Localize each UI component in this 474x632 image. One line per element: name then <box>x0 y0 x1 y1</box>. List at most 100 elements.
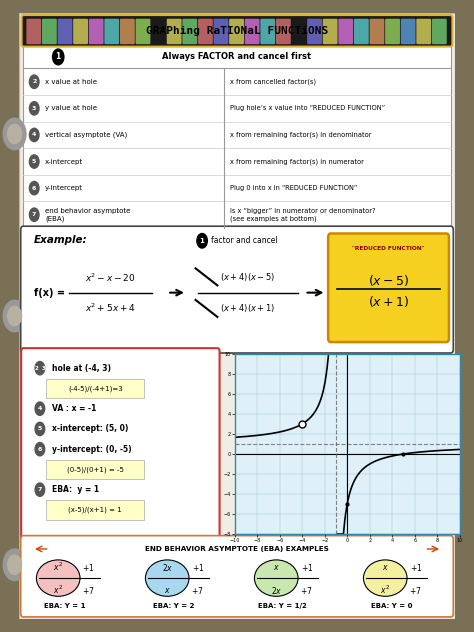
Text: 4: 4 <box>38 406 42 411</box>
FancyBboxPatch shape <box>328 233 449 342</box>
Circle shape <box>8 307 22 325</box>
Text: $+ 7$: $+ 7$ <box>191 585 204 596</box>
FancyBboxPatch shape <box>276 19 291 44</box>
FancyBboxPatch shape <box>21 348 219 540</box>
Text: $+ 1$: $+ 1$ <box>82 562 95 573</box>
FancyBboxPatch shape <box>57 19 73 44</box>
Text: $x^2$: $x^2$ <box>53 561 63 573</box>
FancyBboxPatch shape <box>22 15 452 47</box>
Text: 6: 6 <box>32 186 36 191</box>
FancyBboxPatch shape <box>19 13 455 619</box>
Text: 1: 1 <box>55 52 61 61</box>
FancyBboxPatch shape <box>245 19 260 44</box>
Text: x from remaining factor(s) in numerator: x from remaining factor(s) in numerator <box>230 158 365 165</box>
Text: (0-5)/(0+1) = -5: (0-5)/(0+1) = -5 <box>67 466 124 473</box>
FancyBboxPatch shape <box>23 46 451 228</box>
Text: y-intercept: y-intercept <box>45 185 83 191</box>
FancyBboxPatch shape <box>27 19 41 44</box>
FancyBboxPatch shape <box>46 500 144 520</box>
Text: f(x) =: f(x) = <box>34 288 65 298</box>
Text: $+ 1$: $+ 1$ <box>191 562 204 573</box>
Circle shape <box>29 75 39 88</box>
Circle shape <box>29 128 39 142</box>
Ellipse shape <box>364 560 407 597</box>
Text: Plug hole’s x value into “REDUCED FUNCTION”: Plug hole’s x value into “REDUCED FUNCTI… <box>230 106 385 111</box>
Circle shape <box>197 233 207 248</box>
Circle shape <box>35 483 45 496</box>
Ellipse shape <box>36 560 80 597</box>
Circle shape <box>29 208 39 221</box>
FancyBboxPatch shape <box>260 19 275 44</box>
Text: 5: 5 <box>38 427 42 432</box>
Text: y-intercept: (0, -5): y-intercept: (0, -5) <box>52 445 131 454</box>
FancyBboxPatch shape <box>354 19 369 44</box>
Text: (x-5)/(x+1) = 1: (x-5)/(x+1) = 1 <box>68 507 122 513</box>
Text: 4: 4 <box>32 133 36 137</box>
FancyBboxPatch shape <box>21 536 453 617</box>
Text: EBA: Y = 0: EBA: Y = 0 <box>371 603 412 609</box>
Circle shape <box>29 102 39 115</box>
Text: $+ 1$: $+ 1$ <box>301 562 313 573</box>
FancyBboxPatch shape <box>167 19 182 44</box>
Text: END BEHAVIOR ASYMPTOTE (EBA) EXAMPLES: END BEHAVIOR ASYMPTOTE (EBA) EXAMPLES <box>145 546 329 552</box>
Text: EBA: Y = 1/2: EBA: Y = 1/2 <box>258 603 307 609</box>
FancyBboxPatch shape <box>182 19 197 44</box>
FancyBboxPatch shape <box>136 19 150 44</box>
Circle shape <box>8 125 22 143</box>
Circle shape <box>35 422 45 435</box>
Text: VA : x = -1: VA : x = -1 <box>52 404 96 413</box>
FancyBboxPatch shape <box>198 19 213 44</box>
Text: 6: 6 <box>38 447 42 452</box>
Text: EBA:  y = 1: EBA: y = 1 <box>52 485 99 494</box>
Circle shape <box>35 442 45 456</box>
Circle shape <box>29 155 39 168</box>
FancyBboxPatch shape <box>432 19 447 44</box>
FancyBboxPatch shape <box>385 19 400 44</box>
FancyBboxPatch shape <box>73 19 88 44</box>
Circle shape <box>29 181 39 195</box>
FancyBboxPatch shape <box>89 19 104 44</box>
FancyBboxPatch shape <box>229 19 244 44</box>
FancyBboxPatch shape <box>120 19 135 44</box>
Text: x from cancelled factor(s): x from cancelled factor(s) <box>230 78 317 85</box>
Text: x value at hole: x value at hole <box>45 79 97 85</box>
FancyBboxPatch shape <box>338 19 353 44</box>
Text: $x$: $x$ <box>164 586 171 595</box>
Text: $(x+4)(x-5)$: $(x+4)(x-5)$ <box>220 272 276 284</box>
Text: EBA: Y = 1: EBA: Y = 1 <box>44 603 85 609</box>
Text: Plug 0 into x in “REDUCED FUNCTION”: Plug 0 into x in “REDUCED FUNCTION” <box>230 185 358 191</box>
Text: "REDUCED FUNCTION": "REDUCED FUNCTION" <box>352 246 425 250</box>
FancyBboxPatch shape <box>42 19 57 44</box>
Text: $+ 7$: $+ 7$ <box>410 585 422 596</box>
Text: $x^2$: $x^2$ <box>380 584 390 597</box>
Circle shape <box>35 362 45 375</box>
Text: x-intercept: (5, 0): x-intercept: (5, 0) <box>52 425 128 434</box>
Text: hole at (-4, 3): hole at (-4, 3) <box>52 363 110 373</box>
Circle shape <box>35 402 45 415</box>
Text: $+ 1$: $+ 1$ <box>410 562 422 573</box>
Text: GRAPhing RaTIONaL FUNCTiONS: GRAPhing RaTIONaL FUNCTiONS <box>146 26 328 36</box>
FancyBboxPatch shape <box>401 19 416 44</box>
Text: $(x + 1)$: $(x + 1)$ <box>368 294 409 308</box>
Text: $x^2 - x - 20$: $x^2 - x - 20$ <box>85 271 136 284</box>
Text: end behavior asymptote
(EBA): end behavior asymptote (EBA) <box>45 208 130 222</box>
Text: (-4-5)/(-4+1)=3: (-4-5)/(-4+1)=3 <box>68 385 123 392</box>
FancyBboxPatch shape <box>370 19 384 44</box>
Text: x from remaining factor(s) in denominator: x from remaining factor(s) in denominato… <box>230 131 372 138</box>
Text: 7: 7 <box>38 487 42 492</box>
Text: $x$: $x$ <box>382 562 389 572</box>
Text: EBA: Y = 2: EBA: Y = 2 <box>153 603 194 609</box>
Text: $(x - 5)$: $(x - 5)$ <box>368 273 409 288</box>
Text: $2x$: $2x$ <box>162 562 173 573</box>
Text: $(x+4)(x+1)$: $(x+4)(x+1)$ <box>220 302 276 314</box>
Text: x-intercept: x-intercept <box>45 159 83 164</box>
Text: $x^2$: $x^2$ <box>53 584 63 597</box>
Text: Example:: Example: <box>34 234 88 245</box>
Text: vertical asymptote (VA): vertical asymptote (VA) <box>45 131 128 138</box>
FancyBboxPatch shape <box>46 379 144 398</box>
Circle shape <box>3 549 26 581</box>
FancyBboxPatch shape <box>323 19 337 44</box>
Text: 7: 7 <box>32 212 36 217</box>
Text: 5: 5 <box>32 159 36 164</box>
Text: $+ 7$: $+ 7$ <box>301 585 313 596</box>
